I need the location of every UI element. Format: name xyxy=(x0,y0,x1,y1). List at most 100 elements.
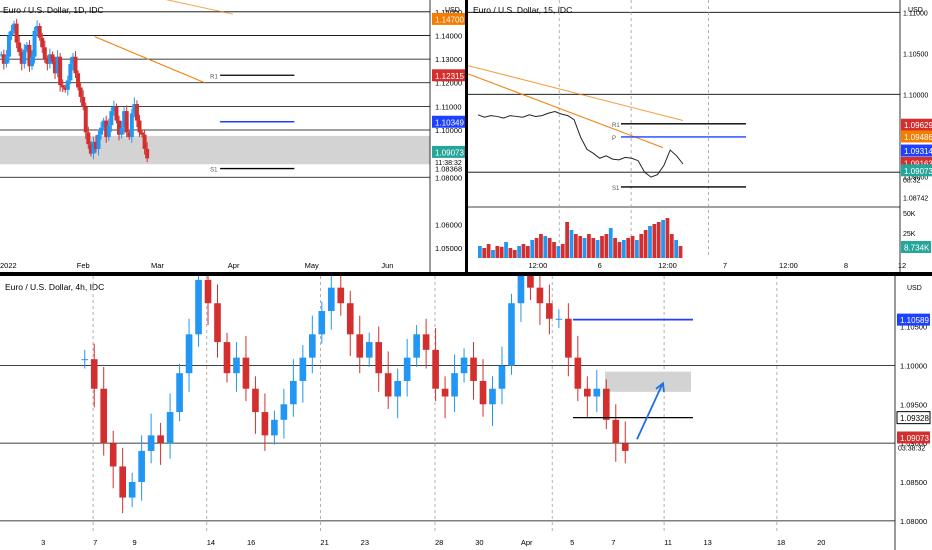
m15-volume-bar xyxy=(569,230,574,258)
h4-chart-pane[interactable]: Euro / U.S. Dollar, 4h, IDCUSD1.105891.1… xyxy=(0,276,932,550)
h4-candle xyxy=(271,419,278,436)
h4-candle xyxy=(602,388,610,420)
m15-volume-bar xyxy=(661,220,665,258)
daily-candle xyxy=(0,54,4,56)
h4-candle xyxy=(356,334,364,358)
daily-pivot-label-1: S1 xyxy=(210,168,218,174)
daily-candle xyxy=(19,52,24,64)
daily-y-tick: 1.06000 xyxy=(435,221,462,230)
m15-volume-bar xyxy=(617,242,622,258)
m15-volume-bar xyxy=(630,236,635,258)
m15-volume-bar xyxy=(652,224,657,258)
daily-candle xyxy=(73,56,78,74)
daily-price-tag: 1.10349 xyxy=(435,118,464,127)
daily-candle xyxy=(6,35,11,57)
m15-volume-bar xyxy=(639,234,644,258)
daily-y-tick: 1.11000 xyxy=(435,102,462,111)
m15-volume-bar xyxy=(504,242,508,258)
m15-pivot-label-2: S1 xyxy=(612,186,620,192)
daily-price-tag-bg xyxy=(432,69,465,82)
daily-candle xyxy=(12,23,17,31)
daily-candle xyxy=(22,49,27,64)
m15-y-tick: 1.11000 xyxy=(903,10,928,17)
daily-candle xyxy=(86,132,91,145)
h4-candle xyxy=(204,279,212,304)
daily-candle xyxy=(101,120,106,128)
h4-price-tag-bg xyxy=(897,313,930,326)
m15-chart[interactable]: Euro / U.S. Dollar, 15, IDC R1 P S1 USD1.110… xyxy=(468,0,932,272)
h4-x-tick: 30 xyxy=(475,538,483,547)
daily-candle xyxy=(68,63,73,81)
daily-currency: USD xyxy=(445,7,460,14)
m15-x-tick: 12:00 xyxy=(658,261,677,270)
daily-price-tag-bg xyxy=(432,12,465,25)
vertical-divider[interactable] xyxy=(465,0,468,276)
m15-volume-bar xyxy=(648,226,652,258)
h4-candle xyxy=(346,303,354,335)
daily-y-tick: 1.15000 xyxy=(435,8,462,17)
h4-price-tag: 1.09073 xyxy=(900,434,929,443)
daily-y-tick: 1.12000 xyxy=(435,79,462,88)
h4-candle xyxy=(100,388,108,444)
m15-volume-bar xyxy=(560,244,565,258)
m15-y-tick: 1.10500 xyxy=(903,51,928,58)
h4-x-tick: 13 xyxy=(703,538,711,547)
m15-price-tag-bg xyxy=(901,118,932,131)
daily-candle xyxy=(32,30,37,57)
daily-chart-pane[interactable]: Euro / U.S. Dollar, 1D, IDC R1 S1 USD 1.1500… xyxy=(0,0,465,272)
m15-volume-bar xyxy=(582,238,587,258)
daily-candle xyxy=(40,37,45,48)
h4-candle xyxy=(508,303,515,366)
m15-pivot-label-1: P xyxy=(612,136,616,142)
m15-x-tick: 8 xyxy=(844,261,848,270)
daily-y-tick: 1.13000 xyxy=(435,55,462,64)
m15-price-tag: 1.09314 xyxy=(904,147,932,156)
daily-candle xyxy=(27,44,32,67)
h4-x-tick: 21 xyxy=(320,538,328,547)
daily-x-tick: Mar xyxy=(151,261,164,270)
horizontal-divider[interactable] xyxy=(0,272,932,276)
h4-candle xyxy=(546,303,553,319)
h4-chart[interactable]: Euro / U.S. Dollar, 4h, IDCUSD1.105891.1… xyxy=(0,276,932,550)
daily-ma-line-2 xyxy=(165,0,234,15)
daily-y-tick: 1.05000 xyxy=(435,244,462,253)
h4-candle xyxy=(489,388,496,405)
daily-title: Euro / U.S. Dollar, 1D, IDC xyxy=(3,5,104,15)
m15-volume-bar xyxy=(674,240,679,258)
h4-x-tick: 18 xyxy=(777,538,785,547)
h4-x-tick: 23 xyxy=(361,538,369,547)
h4-candle xyxy=(422,334,430,350)
daily-x-tick: Feb xyxy=(77,261,90,270)
m15-volume-bar xyxy=(591,238,596,258)
m15-volume-bar xyxy=(491,250,495,258)
m15-volume-bar xyxy=(499,246,504,258)
m15-volume-bar xyxy=(512,250,517,258)
daily-price-tag: 1.09073 xyxy=(435,148,464,157)
m15-price-tag: 1.09073 xyxy=(904,167,932,176)
daily-candle xyxy=(145,148,150,159)
m15-chart-pane[interactable]: Euro / U.S. Dollar, 15, IDC R1 P S1 USD 1.110… xyxy=(468,0,932,272)
h4-x-tick: 7 xyxy=(611,538,615,547)
daily-price-tag-bg xyxy=(432,115,465,128)
h4-currency: USD xyxy=(907,285,922,292)
h4-candle xyxy=(166,412,174,444)
h4-y-tick: 1.09500 xyxy=(900,400,927,409)
daily-chart[interactable]: Euro / U.S. Dollar, 1D, IDC R1 S1 USD1.1500… xyxy=(0,0,465,272)
h4-candle xyxy=(90,359,98,389)
m15-volume-bar xyxy=(595,240,600,258)
m15-volume-bar xyxy=(552,242,556,258)
daily-candle xyxy=(114,106,119,121)
m15-volume-bar xyxy=(665,218,670,258)
h4-x-tick: 14 xyxy=(207,538,215,547)
h4-price-tag-bg xyxy=(897,431,930,444)
h4-candle xyxy=(403,357,411,381)
m15-volume-bar xyxy=(656,222,661,258)
daily-price-tag-bg xyxy=(432,145,465,158)
m15-volume-bar xyxy=(534,238,539,258)
h4-y-tick: 1.10500 xyxy=(900,323,927,332)
h4-x-tick: 9 xyxy=(132,538,136,547)
daily-candle xyxy=(104,120,109,138)
m15-x-tick: 12 xyxy=(898,261,906,270)
m15-volume-bar xyxy=(613,238,617,258)
h4-x-tick: 28 xyxy=(435,538,443,547)
